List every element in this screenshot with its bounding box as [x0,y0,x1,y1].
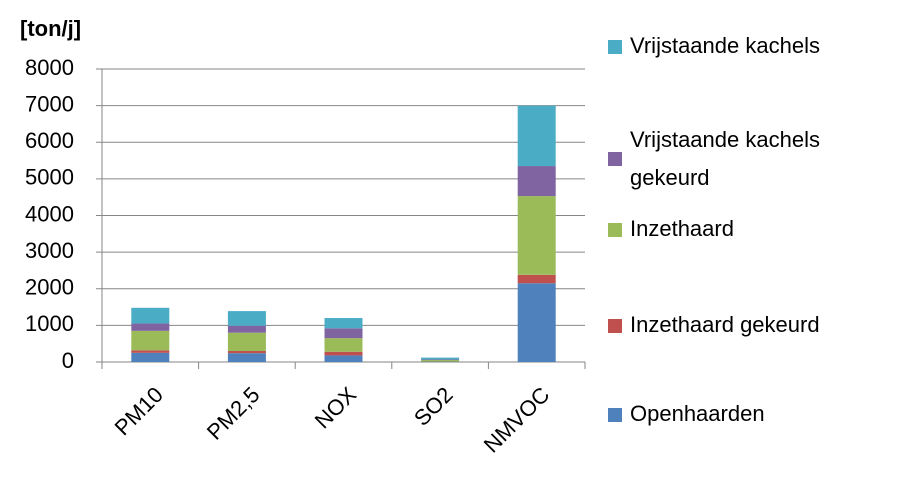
bar-segment [421,359,460,360]
bar-segment [227,353,266,362]
bar-segment [324,355,363,362]
bar-segment [324,338,363,352]
y-tick-label: 1000 [25,311,74,336]
bar-segment [131,352,170,362]
legend-swatch [608,223,622,237]
x-tick-label: NMVOC [479,382,555,458]
bar-segment [324,351,363,356]
y-tick-label: 8000 [25,55,74,80]
bar-segment [227,311,266,326]
bar-segment [421,357,460,360]
legend-swatch [608,408,622,422]
bar-segment [227,351,266,354]
legend-swatch [608,319,622,333]
legend-label: Inzethaard [630,216,734,241]
y-tick-label: 6000 [25,128,74,153]
legend-label: Vrijstaande kachels gekeurd [630,127,820,190]
bar-segment [227,325,266,333]
y-tick-label: 7000 [25,91,74,116]
x-tick-label: PM2,5 [202,382,265,445]
bar-segment [517,283,556,362]
y-tick-label: 4000 [25,201,74,226]
legend-swatch [608,40,622,54]
bar-segment [131,323,170,331]
x-tick-label: PM10 [110,382,168,440]
bar-segment [324,318,363,329]
x-tick-label: NOX [310,382,362,434]
legend-swatch [608,152,622,166]
bar-segment [227,332,266,352]
legend-label: Openhaarden [630,401,765,426]
y-tick-label: 0 [62,348,74,373]
legend-label: Vrijstaande kachels [630,33,820,58]
bar-segment [517,274,556,284]
y-tick-label: 5000 [25,165,74,190]
bar-segment [324,328,363,339]
y-tick-label: 3000 [25,238,74,263]
bar-segment [517,196,556,275]
bar-segment [131,350,170,353]
bar-segment [131,330,170,351]
y-tick-label: 2000 [25,275,74,300]
bar-segment [421,359,460,362]
x-tick-label: SO2 [409,382,458,431]
bar-segment [517,166,556,197]
y-axis-label: [ton/j] [20,16,81,41]
legend-label: Inzethaard gekeurd [630,312,820,337]
bar-segment [131,307,170,324]
bar-segment [517,105,556,167]
